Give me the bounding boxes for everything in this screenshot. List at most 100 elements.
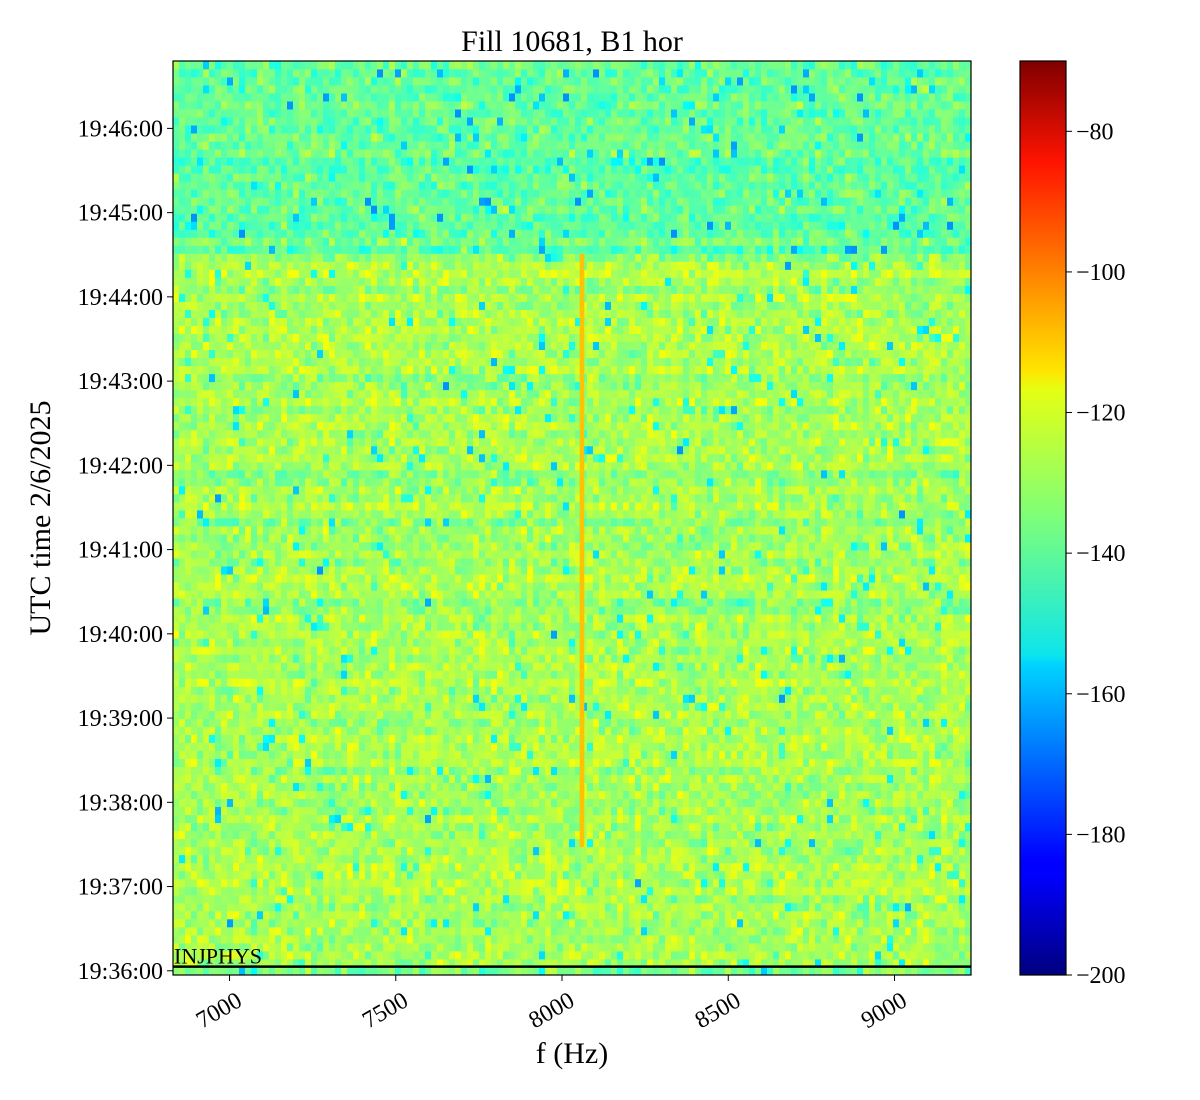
heatmap-cell (281, 966, 288, 975)
heatmap-cell (659, 710, 666, 719)
heatmap-cell (935, 886, 942, 896)
heatmap-cell (227, 902, 234, 912)
heatmap-cell (677, 846, 684, 856)
heatmap-cell (935, 726, 942, 735)
heatmap-cell (419, 958, 426, 968)
heatmap-cell (767, 942, 774, 952)
heatmap-cell (833, 878, 840, 888)
heatmap-cell (701, 942, 708, 952)
heatmap-cell (197, 958, 204, 968)
heatmap-cell (677, 790, 684, 800)
heatmap-cell (389, 846, 396, 856)
heatmap-cell (959, 838, 966, 848)
heatmap-cell (305, 822, 312, 832)
heatmap-cell (953, 694, 960, 703)
heatmap-cell (179, 806, 186, 816)
heatmap-cell (839, 902, 846, 912)
heatmap-cell (875, 822, 882, 832)
heatmap-cell (389, 734, 396, 743)
heatmap-cell (455, 726, 462, 735)
heatmap-cell (503, 822, 510, 832)
heatmap-cell (689, 702, 696, 711)
heatmap-cell (653, 742, 660, 751)
heatmap-cell (611, 822, 618, 832)
heatmap-cell (521, 830, 528, 840)
heatmap-cell (959, 942, 966, 952)
heatmap-cell (515, 758, 522, 767)
heatmap-cell (455, 902, 462, 912)
heatmap-cell (809, 918, 816, 928)
heatmap-cell (887, 854, 894, 864)
heatmap-cell (569, 854, 576, 864)
heatmap-cell (185, 758, 192, 767)
heatmap-cell (449, 670, 456, 679)
heatmap-cell (647, 854, 654, 864)
heatmap-cell (371, 702, 378, 711)
heatmap-cell (497, 790, 504, 800)
heatmap-cell (347, 790, 354, 800)
heatmap-cell (467, 894, 474, 904)
heatmap-cell (671, 950, 678, 960)
heatmap-cell (437, 718, 444, 727)
heatmap-cell (443, 846, 450, 856)
heatmap-cell (707, 894, 714, 904)
heatmap-cell (773, 878, 780, 888)
heatmap-cell (839, 678, 846, 687)
heatmap-cell (437, 790, 444, 800)
heatmap-cell (191, 702, 198, 711)
heatmap-cell (581, 894, 588, 904)
heatmap-cell (869, 694, 876, 703)
heatmap-cell (623, 838, 630, 848)
heatmap-cell (377, 910, 384, 920)
heatmap-cell (875, 918, 882, 928)
heatmap-cell (737, 678, 744, 687)
heatmap-cell (329, 910, 336, 920)
heatmap-cell (485, 726, 492, 735)
heatmap-cell (323, 926, 330, 936)
heatmap-cell (473, 854, 480, 864)
heatmap-cell (365, 902, 372, 912)
heatmap-cell (929, 742, 936, 751)
heatmap-cell (701, 958, 708, 968)
heatmap-cell (815, 926, 822, 936)
heatmap-cell (929, 902, 936, 912)
heatmap-cell (395, 750, 402, 759)
heatmap-cell (197, 750, 204, 759)
heatmap-cell (803, 718, 810, 727)
heatmap-cell (563, 702, 570, 711)
heatmap-cell (803, 862, 810, 872)
heatmap-cell (317, 766, 324, 775)
heatmap-cell (767, 782, 774, 791)
heatmap-cell (875, 710, 882, 719)
heatmap-cell (869, 702, 876, 711)
heatmap-cell (461, 686, 468, 695)
heatmap-cell (455, 734, 462, 743)
heatmap-cell (221, 686, 228, 695)
heatmap-cell (551, 910, 558, 920)
heatmap-cell (341, 910, 348, 920)
heatmap-cell (569, 790, 576, 800)
heatmap-cell (425, 846, 432, 856)
heatmap-cell (647, 694, 654, 703)
heatmap-cell (815, 878, 822, 888)
heatmap-cell (515, 806, 522, 816)
heatmap-cell (653, 782, 660, 791)
heatmap-cell (677, 910, 684, 920)
heatmap-cell (749, 718, 756, 727)
heatmap-cell (611, 758, 618, 767)
heatmap-cell (515, 774, 522, 783)
heatmap-cell (209, 894, 216, 904)
heatmap-cell (809, 822, 816, 832)
line-feature-segment (579, 750, 585, 759)
heatmap-cell (929, 814, 936, 824)
heatmap-cell (413, 678, 420, 687)
heatmap-cell (365, 766, 372, 775)
heatmap-cell (209, 710, 216, 719)
heatmap-cell (671, 806, 678, 816)
heatmap-cell (449, 950, 456, 960)
heatmap-cell (665, 870, 672, 880)
heatmap-cell (623, 846, 630, 856)
heatmap-cell (629, 878, 636, 888)
heatmap-cell (875, 758, 882, 767)
heatmap-cell (281, 766, 288, 775)
